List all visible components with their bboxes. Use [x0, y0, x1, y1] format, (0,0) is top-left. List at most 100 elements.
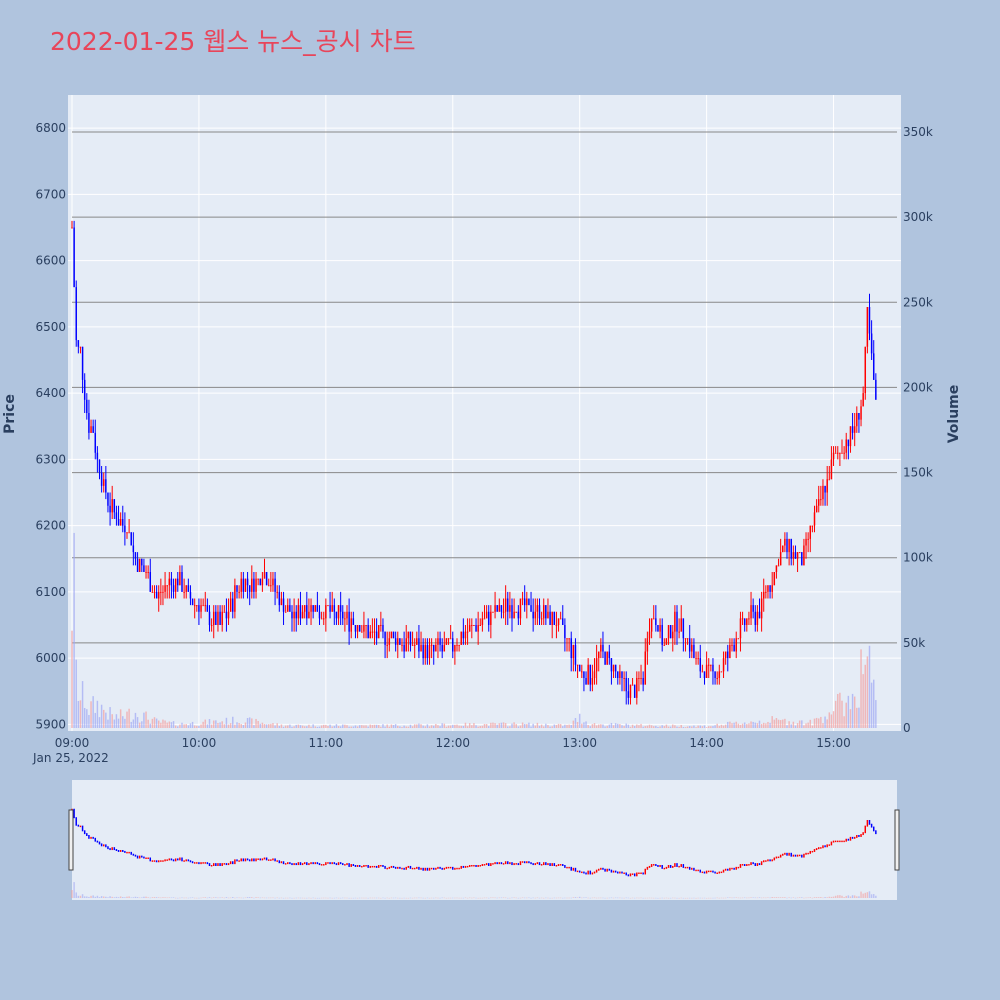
volume-bar [502, 722, 505, 728]
mini-volume-bar [847, 895, 850, 898]
mini-volume-bar [760, 897, 763, 899]
range-slider-right-handle[interactable] [894, 809, 900, 871]
volume-bar [659, 726, 661, 728]
candle-body [839, 452, 841, 454]
mini-volume-bar [251, 897, 253, 898]
mini-candle [348, 863, 350, 867]
mini-candle [547, 863, 549, 866]
mini-volume-bar [741, 897, 744, 899]
mini-candle [583, 871, 585, 874]
candle-body [261, 578, 264, 586]
mini-volume-bar [568, 897, 570, 899]
volume-bar [631, 724, 634, 728]
volume-bar [238, 723, 240, 728]
mini-volume-bar [767, 897, 769, 899]
mini-candle [449, 866, 452, 869]
candle-body [617, 671, 619, 678]
mini-candle [477, 865, 479, 867]
volume-bar [866, 656, 869, 728]
price-tick-label: 6200 [35, 519, 66, 533]
mini-volume-bar [792, 897, 795, 898]
mini-volume-bar [77, 895, 80, 898]
mini-candle [868, 820, 871, 825]
candle-body [771, 585, 773, 592]
volume-bar [665, 724, 668, 728]
candle-body [193, 605, 196, 607]
mini-volume-bar [132, 897, 135, 898]
volume-bar [98, 717, 101, 728]
mini-volume-bar [259, 897, 262, 899]
candle-body [570, 638, 572, 659]
candle-body [674, 611, 676, 632]
candle-body [128, 532, 130, 534]
mini-volume-bar [471, 897, 473, 899]
volume-bar [627, 724, 630, 728]
volume-bar [145, 711, 147, 728]
mini-volume-bar [452, 897, 454, 899]
range-slider[interactable] [68, 780, 900, 900]
mini-volume-bar [498, 897, 501, 899]
mini-candle [803, 853, 805, 858]
volume-gridlines [72, 131, 897, 644]
candle-body [507, 598, 509, 612]
mini-volume-bar [718, 897, 721, 899]
mini-volume-bar [308, 897, 310, 899]
candle-body [458, 644, 460, 646]
volume-bar [483, 723, 486, 728]
candle-body [295, 611, 297, 619]
volume-bar [193, 725, 196, 728]
y-axis-title: Price [2, 394, 18, 434]
candle-body [849, 426, 852, 447]
candle-body [166, 585, 168, 587]
volume-tick-label: 250k [903, 295, 933, 309]
candle-body [754, 611, 757, 625]
mini-candle [325, 862, 327, 866]
candle-body [684, 638, 687, 640]
mini-volume-bar [318, 897, 321, 899]
mini-candle [468, 865, 471, 867]
volume-bar [610, 722, 613, 728]
volume-bar [289, 724, 291, 728]
mini-volume-bar [604, 897, 606, 899]
candle-body [545, 605, 547, 619]
volume-bar [733, 722, 735, 728]
mini-candle [261, 858, 264, 861]
mini-candle [811, 850, 814, 853]
volume-bar [729, 721, 731, 728]
mini-volume-bar [287, 897, 289, 899]
range-slider-left-handle[interactable] [68, 809, 74, 871]
mini-volume-bar [462, 897, 465, 899]
volume-bar [684, 727, 687, 728]
candle-body [619, 671, 621, 678]
candle-body [160, 591, 162, 593]
mini-candle [416, 866, 418, 869]
volume-bar [322, 724, 325, 728]
mini-volume-bar [346, 897, 348, 899]
volume-bar [500, 722, 503, 728]
mini-volume-bar [458, 897, 460, 899]
volume-bar [680, 724, 682, 728]
volume-bar [308, 724, 310, 728]
mini-volume-bar [335, 897, 338, 899]
candle-body [339, 605, 342, 612]
candle-body [828, 479, 831, 481]
candle-body [591, 678, 594, 685]
volume-bar [392, 725, 395, 728]
candle-body [786, 538, 788, 553]
volume-bar [593, 723, 596, 728]
mini-volume-bar [111, 896, 113, 898]
mini-candle [492, 863, 494, 865]
mini-volume-bar [655, 897, 657, 899]
candle-body [407, 631, 410, 639]
candle-body [291, 611, 293, 619]
mini-volume-bar [746, 897, 748, 899]
candle-body [462, 631, 465, 639]
mini-volume-bar [739, 897, 742, 899]
volume-bar [267, 724, 270, 728]
candle-body [198, 605, 200, 612]
candle-body [204, 605, 207, 607]
mini-candle [652, 864, 655, 866]
mini-candle [625, 872, 627, 876]
candle-body [509, 605, 511, 612]
